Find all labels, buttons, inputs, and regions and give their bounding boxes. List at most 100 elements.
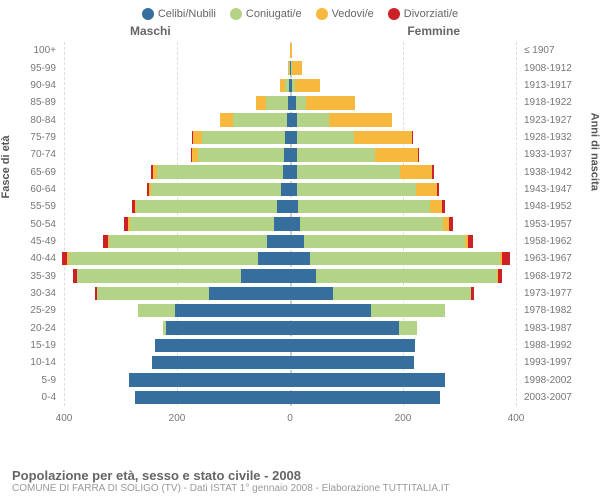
age-label: 95-99 (20, 63, 60, 74)
segment-con (371, 304, 446, 318)
segment-ved (375, 148, 418, 162)
segment-con (316, 269, 497, 283)
segment-con (77, 269, 241, 283)
segment-div (437, 183, 439, 197)
pyramid-row: 15-191988-1992 (20, 337, 580, 354)
bar-female (290, 354, 520, 371)
legend-item: Coniugati/e (230, 8, 302, 20)
segment-cel (290, 269, 316, 283)
pyramid-row: 95-991908-1912 (20, 59, 580, 76)
chart-subtitle: COMUNE DI FARRA DI SOLIGO (TV) - Dati IS… (12, 483, 588, 494)
segment-ved (416, 183, 436, 197)
x-tick-label: 0 (287, 413, 293, 424)
segment-con (297, 148, 375, 162)
segment-ved (220, 113, 233, 127)
year-label: 1983-1987 (520, 323, 580, 334)
segment-cel (290, 339, 415, 353)
x-tick-label: 400 (508, 413, 525, 424)
year-label: 1948-1952 (520, 201, 580, 212)
bar-female (290, 59, 520, 76)
segment-con (233, 113, 288, 127)
bar-pair (60, 77, 520, 94)
segment-cel (175, 304, 290, 318)
segment-cel (290, 321, 399, 335)
year-label: 1993-1997 (520, 357, 580, 368)
legend-item: Divorziati/e (388, 8, 458, 20)
bar-male (60, 146, 290, 163)
segment-cel (290, 373, 445, 387)
segment-cel (290, 304, 371, 318)
segment-con (310, 252, 500, 266)
segment-div (502, 252, 510, 266)
legend-item: Vedovi/e (316, 8, 374, 20)
segment-cel (290, 148, 297, 162)
bar-female (290, 215, 520, 232)
age-label: 90-94 (20, 80, 60, 91)
segment-ved (400, 165, 432, 179)
bar-male (60, 163, 290, 180)
segment-cel (267, 235, 290, 249)
year-label: 1998-2002 (520, 375, 580, 386)
year-label: 1968-1972 (520, 271, 580, 282)
bar-pair (60, 146, 520, 163)
segment-cel (290, 235, 304, 249)
age-label: 20-24 (20, 323, 60, 334)
bar-pair (60, 285, 520, 302)
bar-male (60, 337, 290, 354)
segment-ved (354, 131, 411, 145)
segment-cel (290, 252, 310, 266)
segment-con (130, 217, 274, 231)
legend-dot-icon (316, 8, 328, 20)
bar-pair (60, 163, 520, 180)
bar-female (290, 42, 520, 59)
segment-con (297, 113, 329, 127)
legend-dot-icon (142, 8, 154, 20)
legend-label: Celibi/Nubili (158, 8, 216, 20)
segment-con (266, 96, 288, 110)
bar-male (60, 215, 290, 232)
age-label: 15-19 (20, 340, 60, 351)
segment-ved (290, 44, 292, 58)
age-label: 85-89 (20, 97, 60, 108)
bar-female (290, 267, 520, 284)
bar-female (290, 111, 520, 128)
pyramid-row: 55-591948-1952 (20, 198, 580, 215)
bar-pair (60, 319, 520, 336)
segment-cel (129, 373, 290, 387)
segment-ved (430, 200, 442, 214)
label-male: Maschi (130, 24, 171, 38)
segment-cel (152, 356, 290, 370)
x-tick-label: 200 (169, 413, 186, 424)
pyramid-row: 45-491958-1962 (20, 233, 580, 250)
segment-con (69, 252, 259, 266)
bar-male (60, 389, 290, 406)
bar-pair (60, 250, 520, 267)
segment-div (468, 235, 473, 249)
pyramid-row: 40-441963-1967 (20, 250, 580, 267)
bar-female (290, 77, 520, 94)
age-label: 0-4 (20, 392, 60, 403)
bar-pair (60, 59, 520, 76)
bar-female (290, 389, 520, 406)
legend-label: Vedovi/e (332, 8, 374, 20)
age-label: 45-49 (20, 236, 60, 247)
age-label: 70-74 (20, 149, 60, 160)
segment-cel (277, 200, 290, 214)
segment-cel (290, 200, 298, 214)
bar-female (290, 146, 520, 163)
bar-pair (60, 389, 520, 406)
pyramid-row: 100+≤ 1907 (20, 42, 580, 59)
segment-con (297, 165, 401, 179)
bar-female (290, 319, 520, 336)
year-label: ≤ 1907 (520, 45, 580, 56)
bar-female (290, 337, 520, 354)
bar-pair (60, 354, 520, 371)
year-label: 1918-1922 (520, 97, 580, 108)
segment-ved (292, 61, 302, 75)
bar-female (290, 250, 520, 267)
bar-male (60, 198, 290, 215)
bar-female (290, 181, 520, 198)
chart-area: Maschi Femmine Fasce di età Anni di nasc… (20, 24, 580, 424)
bar-pair (60, 181, 520, 198)
bar-pair (60, 302, 520, 319)
